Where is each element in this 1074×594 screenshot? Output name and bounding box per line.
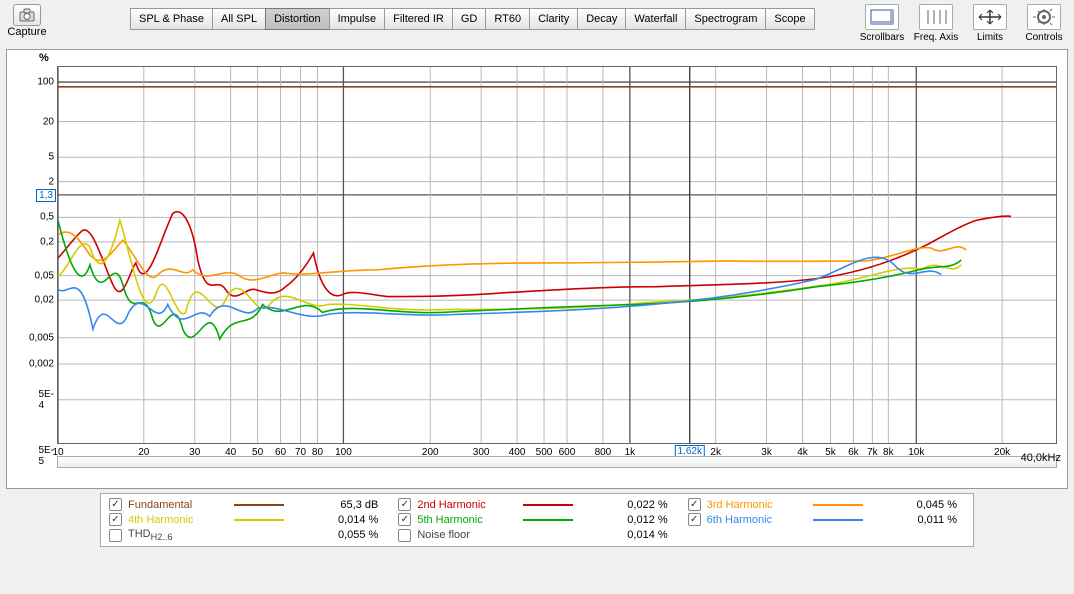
legend-checkbox[interactable]	[398, 529, 411, 542]
capture-button[interactable]	[13, 4, 41, 26]
tab-impulse[interactable]: Impulse	[329, 8, 386, 30]
legend-swatch	[523, 504, 573, 506]
x-axis-unit: 40,0kHz	[1021, 452, 1061, 464]
legend-label: Fundamental	[128, 499, 228, 511]
legend-label: 3rd Harmonic	[707, 499, 807, 511]
chart-area: % 10020520,50,20,050,020,0050,0025E-45E-…	[6, 49, 1068, 489]
controls-icon	[1027, 4, 1061, 30]
tab-filtered-ir[interactable]: Filtered IR	[384, 8, 453, 30]
toolbar: Capture SPL & PhaseAll SPLDistortionImpu…	[0, 0, 1074, 47]
legend-checkbox[interactable]	[109, 498, 122, 511]
tool-freq-axis[interactable]: Freq. Axis	[912, 4, 960, 43]
y-tick: 0,05	[35, 270, 54, 281]
y-tick: 0,002	[29, 359, 54, 370]
legend-value: 65,3 dB	[340, 499, 386, 511]
y-tick: 100	[37, 77, 54, 88]
tool-controls[interactable]: Controls	[1020, 4, 1068, 43]
legend-label: 2nd Harmonic	[417, 499, 517, 511]
tab-all-spl[interactable]: All SPL	[212, 8, 266, 30]
legend-checkbox[interactable]	[109, 513, 122, 526]
right-tools: ScrollbarsFreq. AxisLimitsControls	[858, 4, 1068, 43]
y-tick: 0,2	[40, 236, 54, 247]
legend-label: 5th Harmonic	[417, 514, 517, 526]
plot-svg	[58, 67, 1056, 443]
y-tick: 0,005	[29, 332, 54, 343]
limits-icon	[973, 4, 1007, 30]
legend-swatch	[523, 534, 573, 536]
tab-spectrogram[interactable]: Spectrogram	[685, 8, 766, 30]
legend-item-thd: THDH2..6 0,055 %	[109, 528, 386, 542]
x-scrollbar[interactable]	[57, 456, 1057, 468]
legend-item-6th-harmonic: 6th Harmonic 0,011 %	[688, 513, 965, 526]
y-cursor[interactable]: 1,3	[36, 189, 56, 202]
legend-checkbox[interactable]	[398, 513, 411, 526]
legend-swatch	[234, 519, 284, 521]
tab-distortion[interactable]: Distortion	[265, 8, 329, 30]
legend-value: 0,012 %	[627, 514, 675, 526]
legend-value: 0,014 %	[338, 514, 386, 526]
legend-label: THDH2..6	[128, 528, 228, 542]
legend-checkbox[interactable]	[688, 498, 701, 511]
legend-swatch	[813, 504, 863, 506]
tab-rt60[interactable]: RT60	[485, 8, 530, 30]
legend-swatch	[523, 519, 573, 521]
legend-label: 6th Harmonic	[707, 514, 807, 526]
series-h2	[58, 212, 1011, 297]
legend-value: 0,045 %	[917, 499, 965, 511]
y-tick: 0,02	[35, 295, 54, 306]
legend-item-noise-floor: Noise floor 0,014 %	[398, 528, 675, 542]
tool-limits[interactable]: Limits	[966, 4, 1014, 43]
plot[interactable]: 10020520,50,20,050,020,0050,0025E-45E-51…	[57, 66, 1057, 444]
legend-swatch	[234, 504, 284, 506]
tab-clarity[interactable]: Clarity	[529, 8, 578, 30]
legend-label: 4th Harmonic	[128, 514, 228, 526]
legend-item-4th-harmonic: 4th Harmonic 0,014 %	[109, 513, 386, 526]
y-tick: 2	[48, 176, 54, 187]
y-tick: 5	[48, 152, 54, 163]
scrollbars-icon	[865, 4, 899, 30]
tool-scrollbars[interactable]: Scrollbars	[858, 4, 906, 43]
tab-bar: SPL & PhaseAll SPLDistortionImpulseFilte…	[130, 8, 814, 30]
y-tick: 5E-4	[38, 389, 54, 411]
freq-axis-icon	[919, 4, 953, 30]
y-tick: 0,5	[40, 212, 54, 223]
legend-checkbox[interactable]	[109, 529, 122, 542]
legend-checkbox[interactable]	[398, 498, 411, 511]
tab-scope[interactable]: Scope	[765, 8, 814, 30]
legend-checkbox[interactable]	[688, 513, 701, 526]
tab-spl-phase[interactable]: SPL & Phase	[130, 8, 213, 30]
legend: Fundamental 65,3 dB 2nd Harmonic 0,022 % 3rd…	[100, 493, 974, 547]
legend-item-3rd-harmonic: 3rd Harmonic 0,045 %	[688, 498, 965, 511]
legend-item-2nd-harmonic: 2nd Harmonic 0,022 %	[398, 498, 675, 511]
legend-value: 0,022 %	[627, 499, 675, 511]
y-axis-title: %	[39, 52, 49, 64]
legend-item-5th-harmonic: 5th Harmonic 0,012 %	[398, 513, 675, 526]
tab-waterfall[interactable]: Waterfall	[625, 8, 686, 30]
legend-item-fundamental: Fundamental 65,3 dB	[109, 498, 386, 511]
y-tick: 20	[43, 116, 54, 127]
tab-decay[interactable]: Decay	[577, 8, 626, 30]
legend-label: Noise floor	[417, 529, 517, 541]
legend-swatch	[813, 519, 863, 521]
legend-value: 0,011 %	[917, 514, 965, 526]
tab-gd[interactable]: GD	[452, 8, 487, 30]
capture-label: Capture	[7, 26, 46, 38]
legend-value: 0,014 %	[627, 529, 675, 541]
legend-swatch	[234, 534, 284, 536]
legend-value: 0,055 %	[338, 529, 386, 541]
